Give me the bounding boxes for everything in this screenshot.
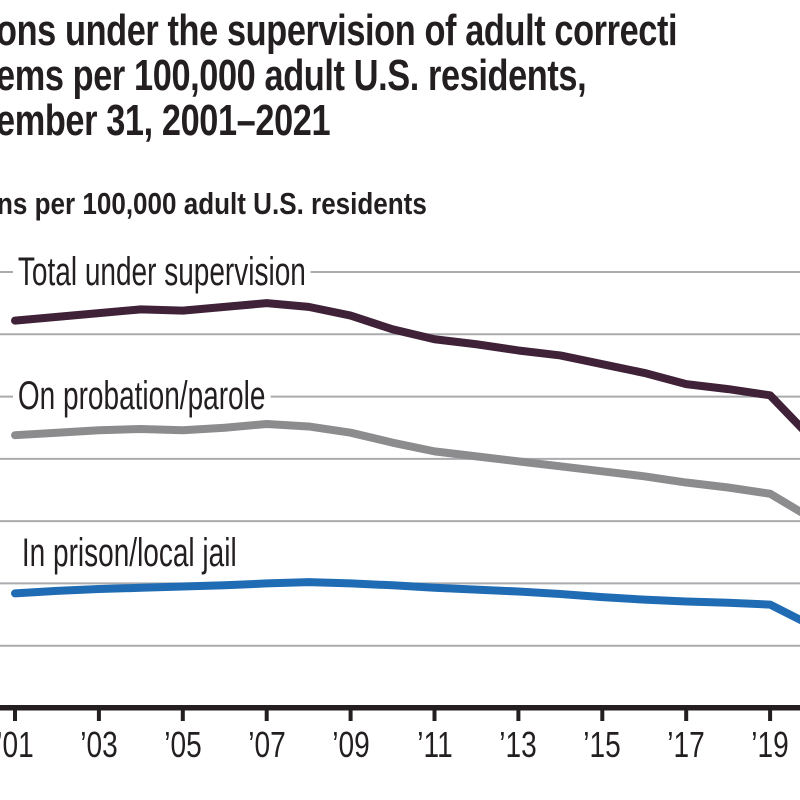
x-tick-label: ’05	[164, 724, 202, 765]
x-tick-label: ’19	[751, 724, 789, 765]
series-label-in-prison-local-jail: In prison/local jail	[21, 531, 237, 575]
chart-title-line-2: ems per 100,000 adult U.S. residents,	[0, 51, 587, 100]
x-tick-label: ’07	[247, 724, 286, 765]
x-axis-tick	[348, 710, 353, 721]
x-axis-line	[0, 705, 800, 711]
x-tick-label: ’17	[667, 724, 705, 765]
x-tick-label: ’03	[80, 724, 118, 765]
series-line-2	[11, 578, 800, 625]
x-axis-tick	[600, 710, 605, 721]
series-line-1	[11, 419, 800, 517]
x-axis-tick	[264, 710, 269, 721]
series-label-total-under-supervision: Total under supervision	[13, 252, 311, 292]
x-axis-tick	[96, 710, 101, 721]
x-axis-tick	[516, 710, 521, 721]
x-axis-tick	[684, 710, 689, 721]
x-tick-label: ’15	[583, 724, 622, 765]
series-line-0	[11, 299, 800, 433]
x-axis-tick	[13, 710, 17, 721]
chart-title-line-1: ons under the supervision of adult corre…	[0, 6, 678, 55]
x-tick-label: ’01	[0, 724, 34, 765]
y-axis-label: ns per 100,000 adult U.S. residents	[0, 186, 427, 221]
chart-title-line-3: ember 31, 2001–2021	[0, 96, 331, 145]
x-tick-label: ’13	[499, 724, 538, 765]
x-axis-tick	[180, 710, 185, 721]
chart-title: ons under the supervision of adult corre…	[0, 8, 800, 143]
x-axis-tick	[432, 710, 437, 721]
x-tick-label: ’11	[416, 724, 453, 765]
x-axis-tick	[768, 710, 773, 721]
x-tick-label: ’09	[331, 724, 370, 765]
series-label-on-probation-parole: On probation/parole	[13, 376, 271, 416]
